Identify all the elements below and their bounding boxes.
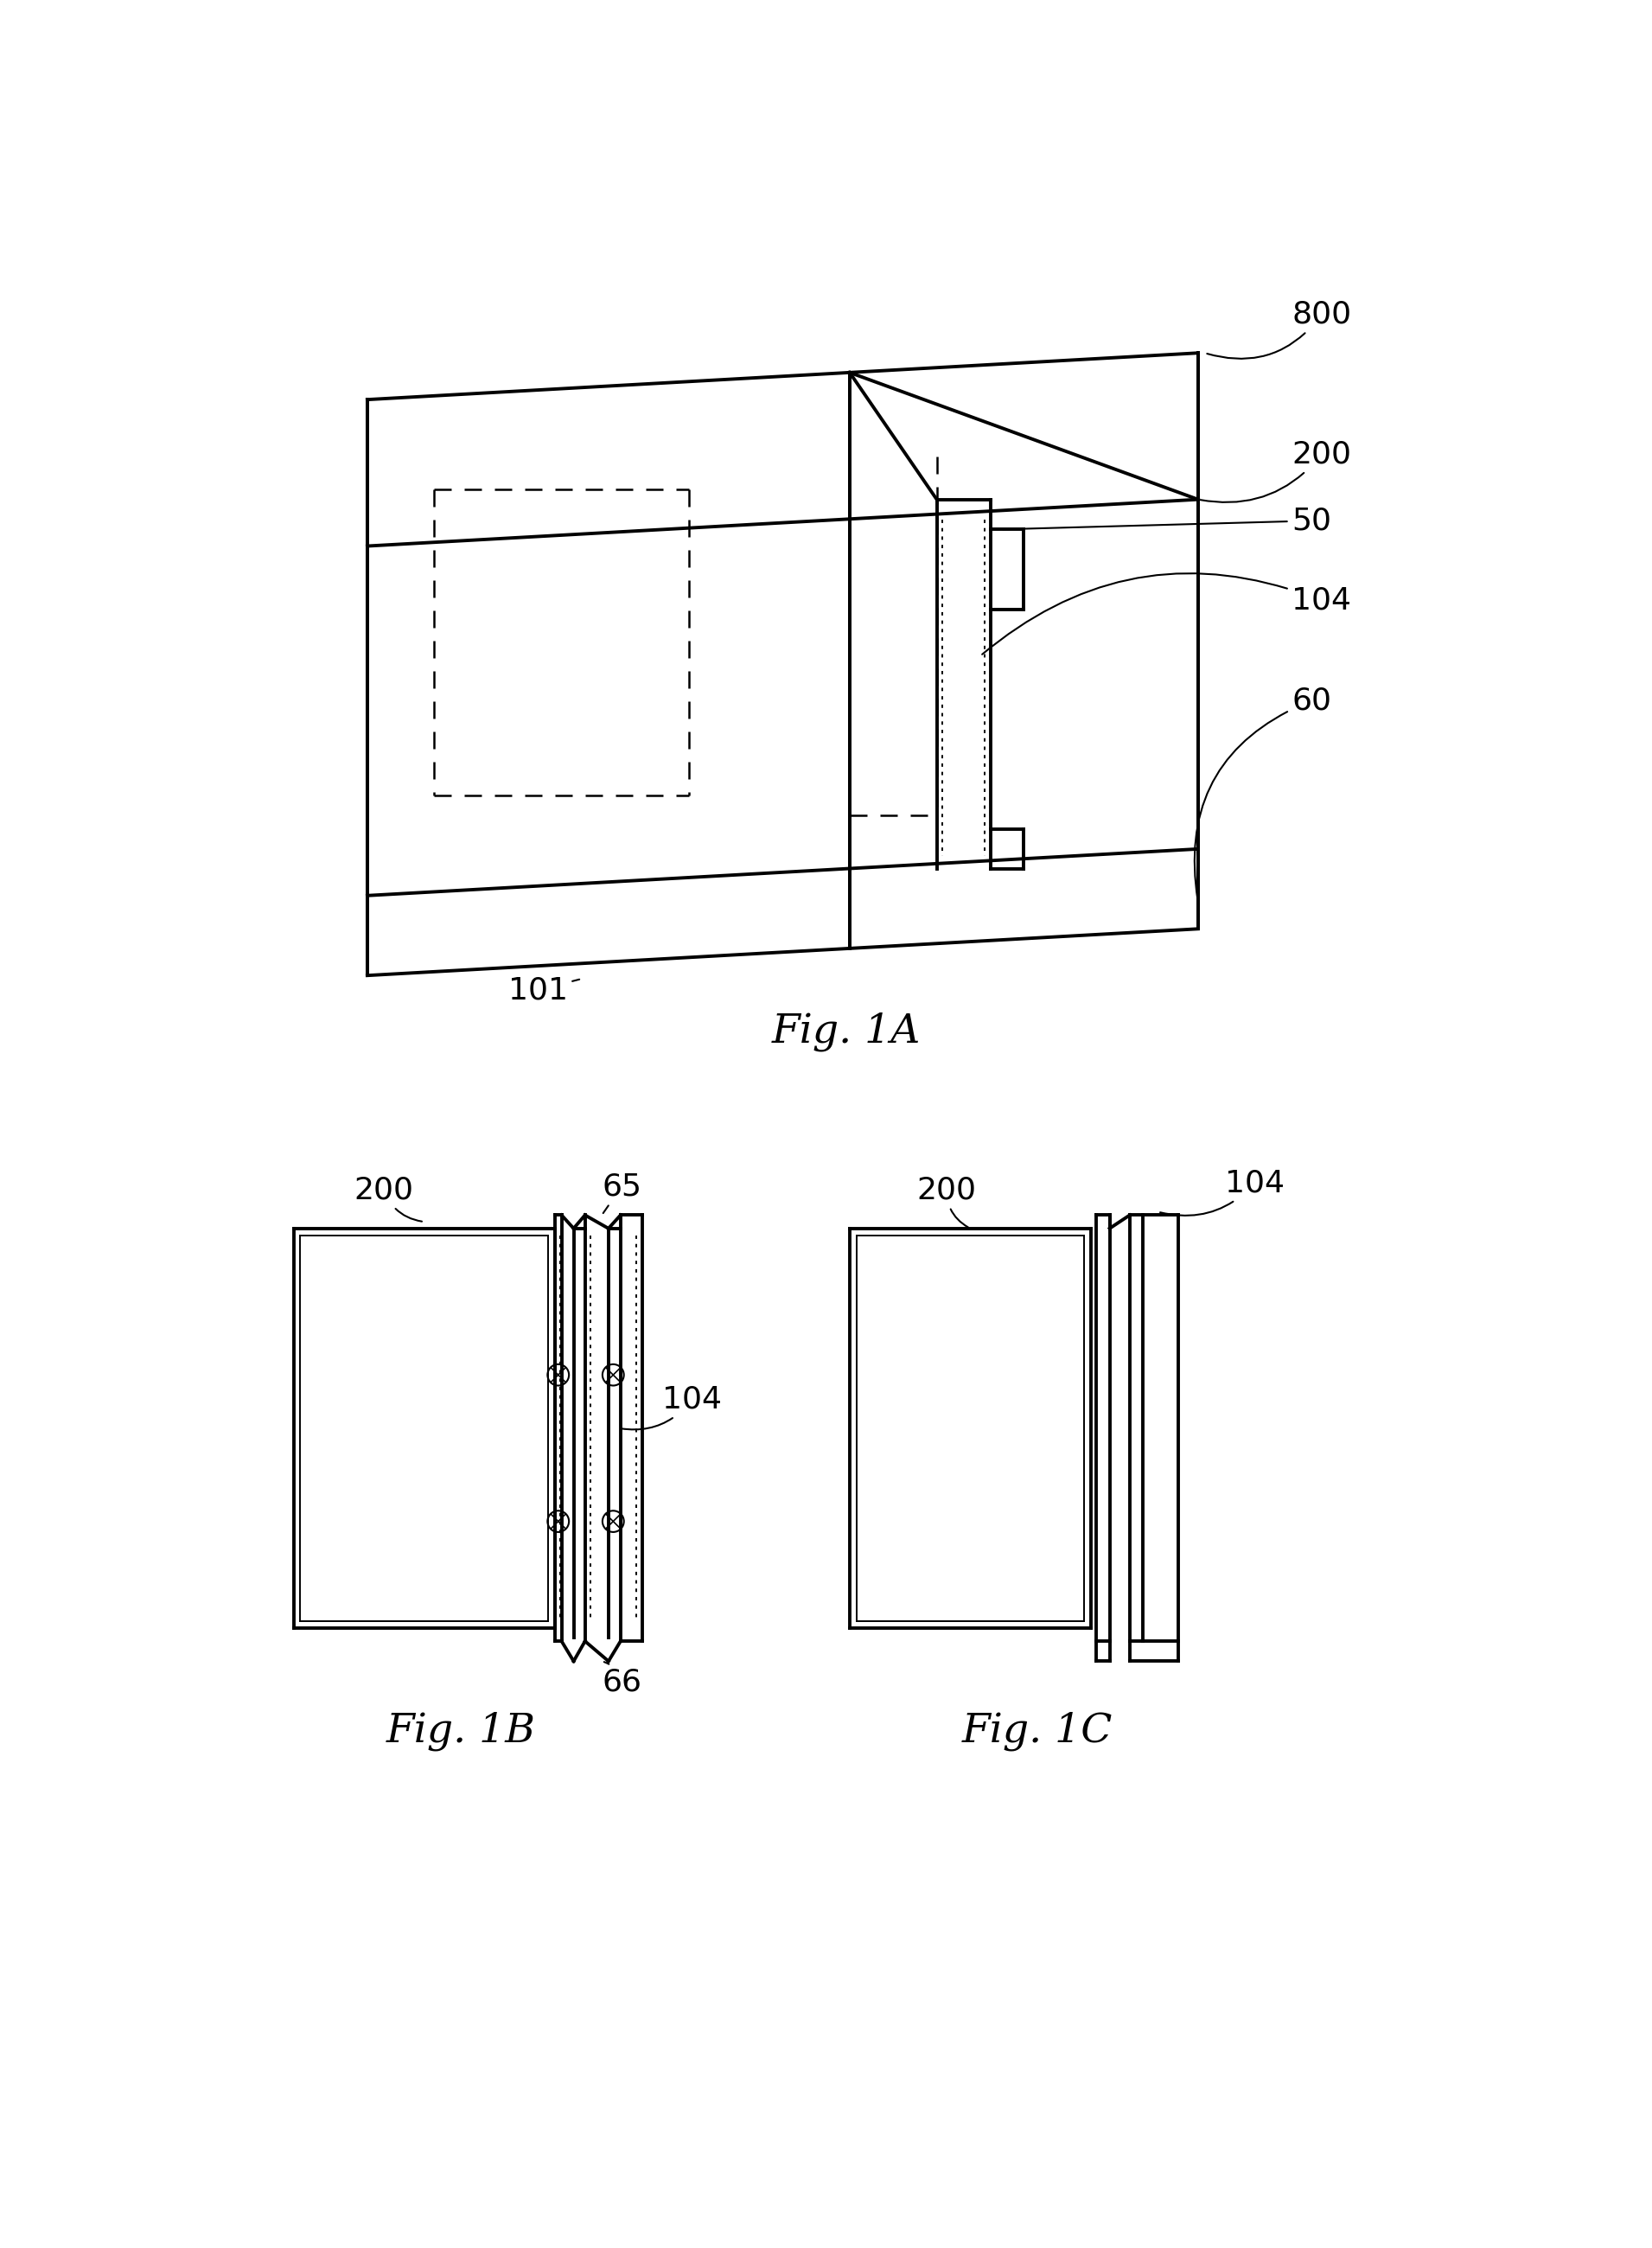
Text: 200: 200: [917, 1176, 976, 1227]
Text: 101: 101: [507, 976, 580, 1005]
Text: Fig. 1B: Fig. 1B: [387, 1711, 535, 1751]
Text: 66: 66: [601, 1661, 641, 1697]
Text: 200: 200: [1201, 441, 1351, 501]
Text: 200: 200: [354, 1176, 421, 1221]
Text: Fig. 1A: Fig. 1A: [771, 1012, 920, 1052]
Text: 104: 104: [1160, 1169, 1285, 1216]
Text: 65: 65: [601, 1171, 641, 1214]
Text: 800: 800: [1208, 299, 1351, 360]
Text: 104: 104: [621, 1385, 722, 1430]
Text: 104: 104: [983, 573, 1351, 654]
Text: 60: 60: [1194, 686, 1332, 899]
Text: Fig. 1C: Fig. 1C: [961, 1711, 1113, 1751]
Text: 50: 50: [1003, 506, 1332, 535]
